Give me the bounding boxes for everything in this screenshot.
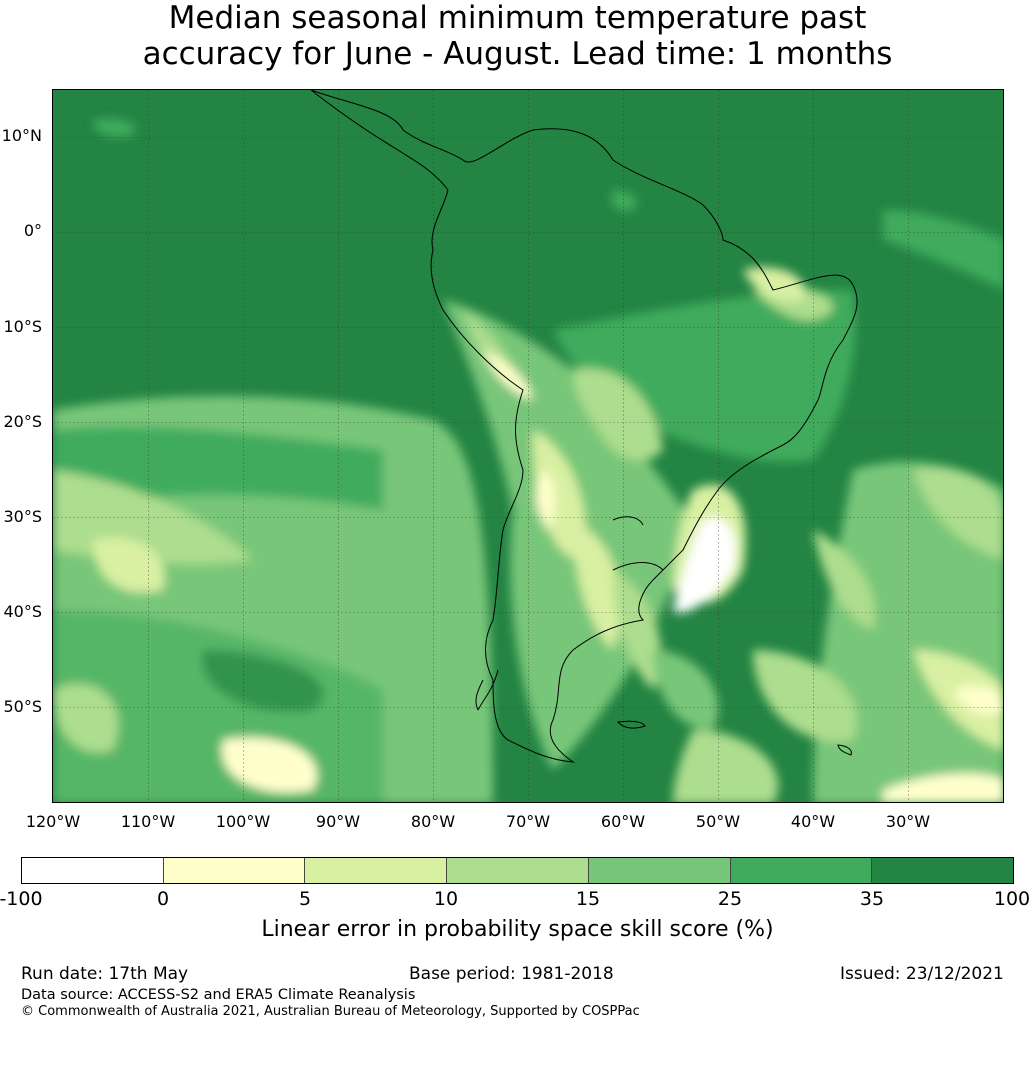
issued-date: Issued: 23/12/2021 xyxy=(840,964,1004,984)
colorbar-segment xyxy=(22,858,164,883)
lat-label-50s: 50°S xyxy=(3,697,42,716)
title-line-1: Median seasonal minimum temperature past xyxy=(168,0,867,36)
graticule xyxy=(53,90,1003,802)
data-source: Data source: ACCESS-S2 and ERA5 Climate … xyxy=(21,987,416,1003)
skill-score-map xyxy=(52,89,1004,803)
colorbar-tick: 100 xyxy=(993,888,1031,910)
lon-label-30w: 30°W xyxy=(885,812,931,831)
colorbar-tick: 5 xyxy=(298,888,312,910)
colorbar-segment xyxy=(588,858,731,883)
colorbar-tick: 0 xyxy=(156,888,170,910)
lon-label-60w: 60°W xyxy=(600,812,646,831)
colorbar-tick: 35 xyxy=(859,888,885,910)
lat-label-0: 0° xyxy=(23,221,42,240)
lon-label-50w: 50°W xyxy=(695,812,741,831)
lon-label-110w: 110°W xyxy=(120,812,176,831)
lat-label-40s: 40°S xyxy=(3,602,42,621)
colorbar-segment xyxy=(447,858,589,883)
colorbar-tick: 25 xyxy=(717,888,743,910)
lon-label-100w: 100°W xyxy=(215,812,271,831)
colorbar-tick: 15 xyxy=(575,888,601,910)
colorbar-segment xyxy=(730,858,873,883)
lat-label-20s: 20°S xyxy=(3,412,42,431)
base-period: Base period: 1981-2018 xyxy=(409,964,614,984)
colorbar-label: Linear error in probability space skill … xyxy=(261,917,774,942)
lon-label-90w: 90°W xyxy=(315,812,361,831)
title-line-2: accuracy for June - August. Lead time: 1… xyxy=(142,36,893,72)
colorbar-tick: -100 xyxy=(0,888,43,910)
lon-label-80w: 80°W xyxy=(410,812,456,831)
colorbar-tick: 10 xyxy=(433,888,459,910)
colorbar-segment xyxy=(163,858,306,883)
lat-label-10n: 10°N xyxy=(1,126,42,145)
map-canvas xyxy=(53,90,1003,802)
lon-label-120w: 120°W xyxy=(25,812,81,831)
colorbar-segment xyxy=(872,858,1014,883)
skill-field xyxy=(53,118,1003,802)
lon-label-40w: 40°W xyxy=(790,812,836,831)
lat-label-10s: 10°S xyxy=(3,317,42,336)
colorbar xyxy=(21,857,1014,884)
copyright: © Commonwealth of Australia 2021, Austra… xyxy=(21,1004,640,1019)
lon-label-70w: 70°W xyxy=(505,812,551,831)
run-date: Run date: 17th May xyxy=(21,964,189,984)
colorbar-segment xyxy=(305,858,448,883)
coastline xyxy=(310,90,858,763)
chart-title: Median seasonal minimum temperature past… xyxy=(0,0,1035,72)
lat-label-30s: 30°S xyxy=(3,507,42,526)
